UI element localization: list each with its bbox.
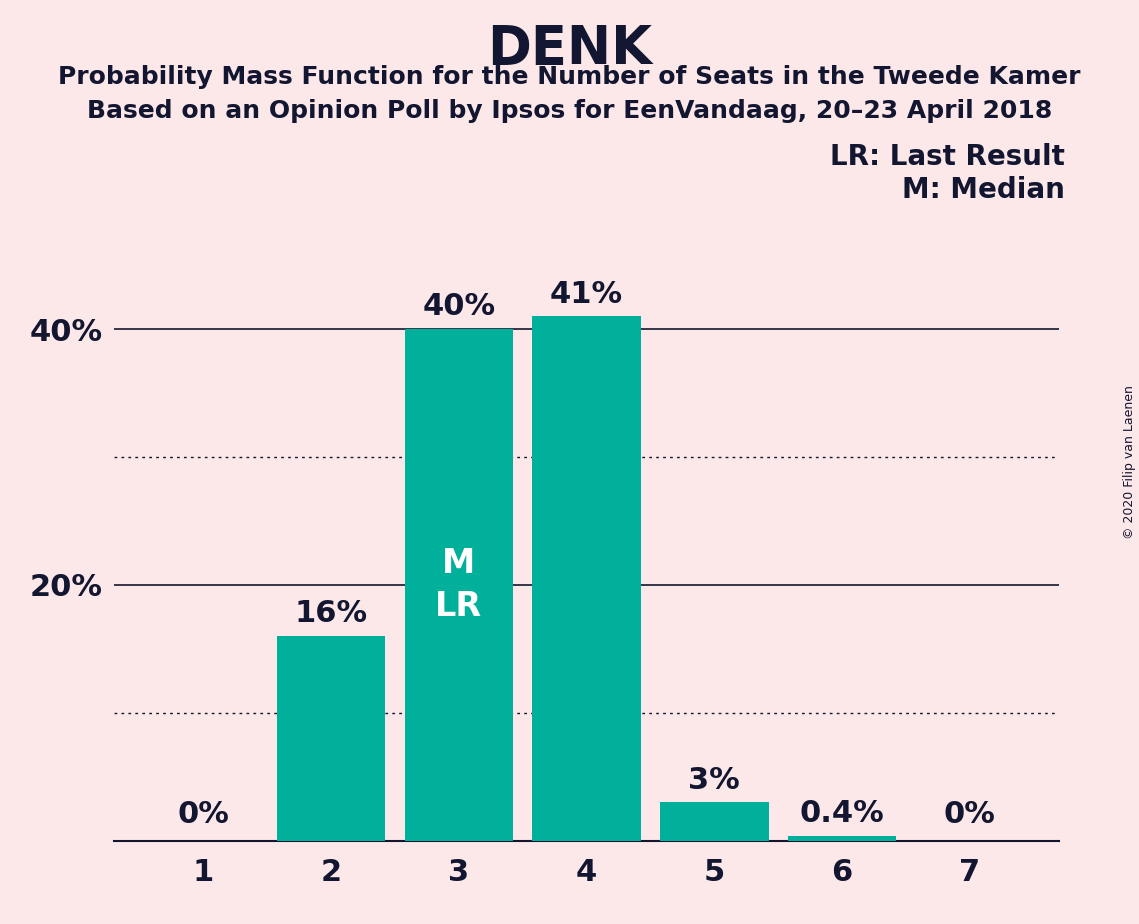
Text: 0%: 0%: [944, 800, 995, 830]
Text: 41%: 41%: [550, 280, 623, 309]
Bar: [277, 636, 385, 841]
Text: 40%: 40%: [423, 292, 495, 322]
Text: Based on an Opinion Poll by Ipsos for EenVandaag, 20–23 April 2018: Based on an Opinion Poll by Ipsos for Ee…: [87, 99, 1052, 123]
Text: 16%: 16%: [295, 600, 368, 628]
Text: 0%: 0%: [178, 800, 229, 830]
Text: Probability Mass Function for the Number of Seats in the Tweede Kamer: Probability Mass Function for the Number…: [58, 65, 1081, 89]
Text: 3%: 3%: [688, 766, 740, 795]
Bar: [404, 329, 514, 841]
Text: 0.4%: 0.4%: [800, 799, 885, 828]
Bar: [659, 802, 769, 841]
Text: LR: Last Result: LR: Last Result: [830, 143, 1065, 171]
Bar: [532, 316, 641, 841]
Text: M: Median: M: Median: [902, 176, 1065, 203]
Text: M
LR: M LR: [435, 547, 483, 623]
Bar: [788, 835, 896, 841]
Text: © 2020 Filip van Laenen: © 2020 Filip van Laenen: [1123, 385, 1137, 539]
Text: DENK: DENK: [487, 23, 652, 75]
